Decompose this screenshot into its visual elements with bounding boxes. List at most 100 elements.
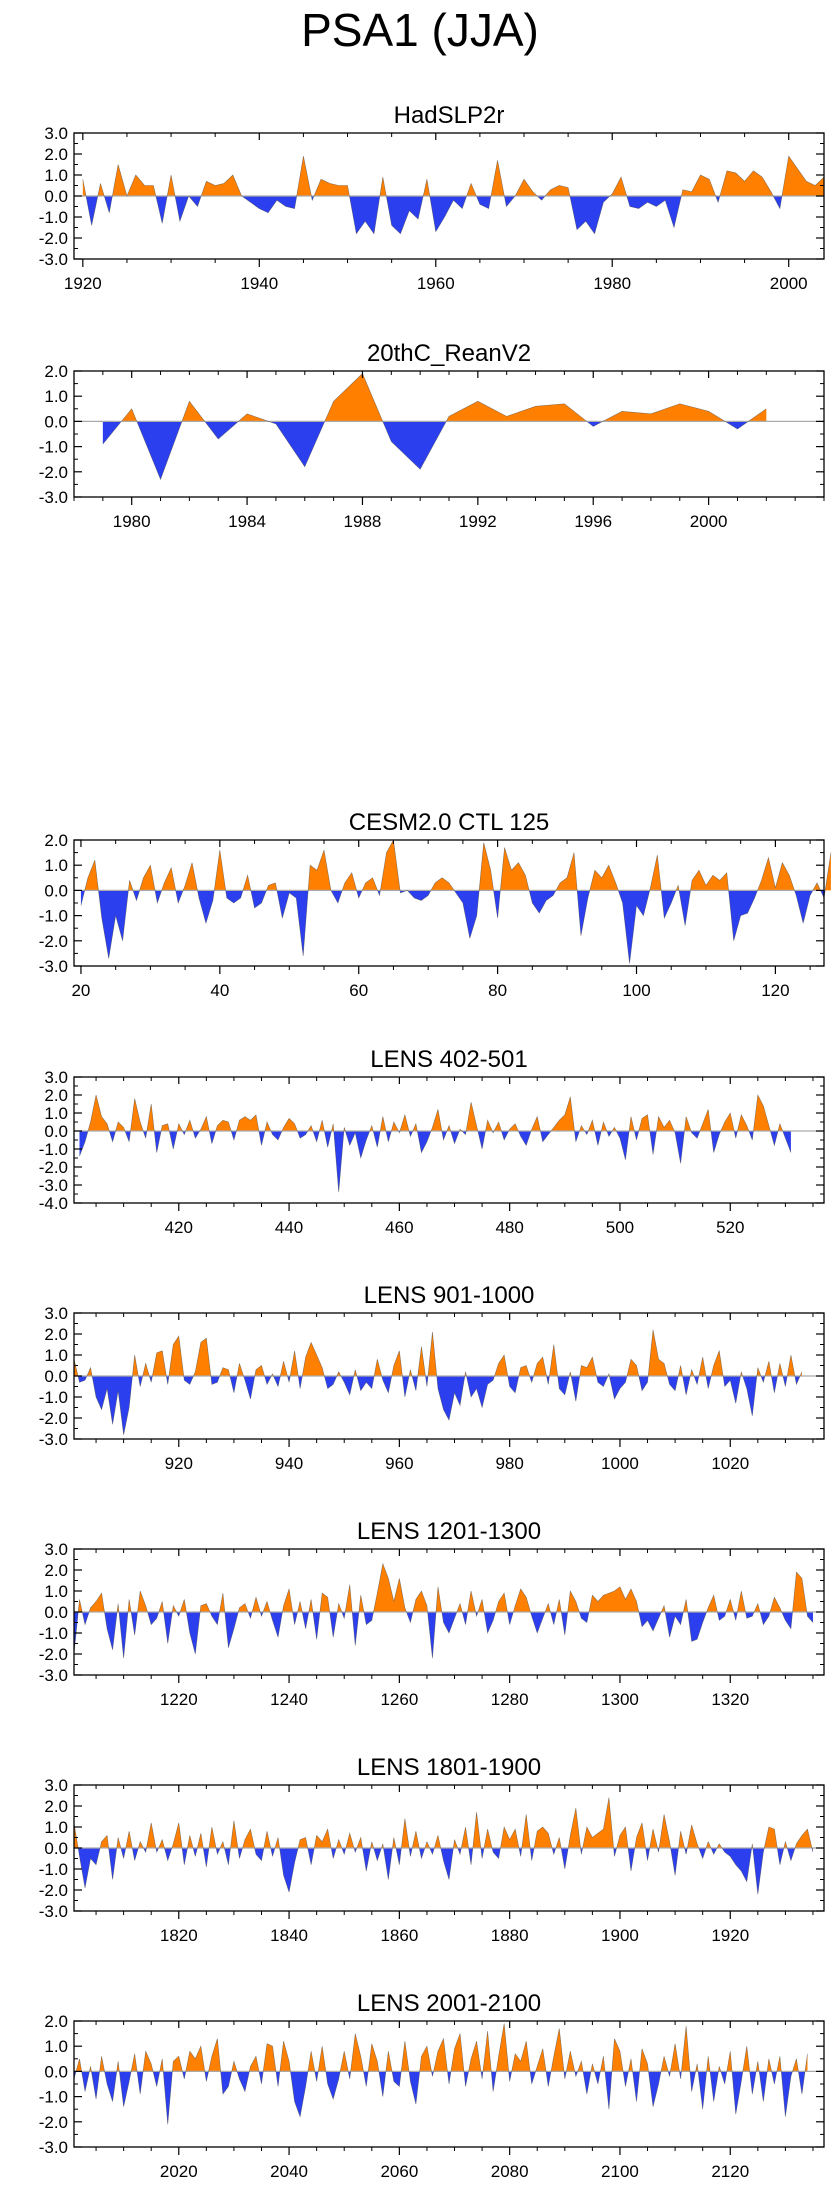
- positive-area: [659, 1814, 671, 1848]
- y-tick-label: -2.0: [39, 932, 68, 951]
- negative-area: [137, 2071, 144, 2095]
- y-tick-label: 2.0: [44, 831, 68, 850]
- x-tick-label: 80: [488, 981, 507, 1000]
- x-tick-label: 500: [606, 1218, 634, 1237]
- panel-8: LENS 2001-2100 2.0 1.0 0.0 -1.0 -2.0 -3.0 2020 2…: [39, 1990, 825, 2181]
- negative-area: [667, 1376, 679, 1391]
- negative-area: [752, 1848, 765, 1895]
- positive-area: [757, 857, 795, 891]
- positive-area: [146, 1822, 156, 1848]
- negative-area: [409, 2071, 420, 2105]
- y-tick-label: 0.0: [44, 187, 68, 206]
- negative-area: [78, 1848, 101, 1888]
- positive-area: [214, 850, 226, 891]
- positive-area: [379, 177, 387, 196]
- series-line: [102, 373, 767, 481]
- positive-area: [307, 2051, 315, 2072]
- x-tick-label: 1880: [491, 1926, 529, 1945]
- positive-area: [706, 1595, 718, 1612]
- negative-area: [546, 2071, 552, 2087]
- positive-area: [208, 1827, 217, 1848]
- positive-area: [698, 1357, 706, 1376]
- negative-area: [794, 890, 813, 924]
- negative-area: [407, 890, 431, 901]
- panel-title: LENS 2001-2100: [357, 1990, 541, 2017]
- negative-area: [182, 1848, 188, 1865]
- negative-area: [417, 1131, 432, 1153]
- negative-area: [771, 1376, 778, 1393]
- panel-4: LENS 402-501 3.02.01.00.0-1.0-2.0-3.0-4.0…: [39, 1046, 825, 1237]
- x-tick-label: 1900: [601, 1926, 639, 1945]
- negative-area: [324, 1376, 337, 1389]
- negative-area: [204, 421, 239, 440]
- negative-area: [728, 890, 758, 941]
- x-tick-label: 40: [210, 981, 229, 1000]
- positive-area: [409, 1369, 413, 1376]
- positive-area: [137, 1591, 148, 1612]
- y-tick-label: -3.0: [39, 2138, 68, 2157]
- negative-area: [447, 2071, 451, 2084]
- y-tick-label: 0.0: [44, 412, 68, 431]
- x-tick-label: 1980: [593, 274, 631, 293]
- positive-area: [282, 1588, 293, 1612]
- positive-area: [263, 2043, 276, 2072]
- negative-area: [429, 1848, 435, 1855]
- negative-area: [345, 1131, 370, 1158]
- negative-area: [679, 890, 691, 926]
- negative-area: [273, 1376, 281, 1387]
- y-tick-label: -3.0: [39, 957, 68, 976]
- negative-area: [373, 1131, 381, 1148]
- positive-area: [208, 2038, 221, 2072]
- positive-area: [706, 2056, 711, 2072]
- y-tick-label: 1.0: [44, 2037, 68, 2056]
- positive-area: [100, 1835, 109, 1848]
- negative-area: [760, 1376, 765, 1383]
- y-tick-label: -2.0: [39, 1409, 68, 1428]
- y-tick-label: -3.0: [39, 250, 68, 269]
- negative-area: [604, 2071, 612, 2110]
- positive-area: [726, 1599, 734, 1612]
- positive-area: [681, 2026, 690, 2072]
- negative-area: [362, 1848, 371, 1872]
- negative-area: [493, 890, 501, 919]
- positive-area: [638, 1114, 650, 1131]
- positive-area: [764, 1361, 772, 1376]
- negative-area: [462, 1612, 468, 1625]
- y-tick-label: -1.0: [39, 438, 68, 457]
- negative-area: [78, 1376, 87, 1383]
- negative-area: [324, 1131, 332, 1148]
- negative-area: [477, 1131, 486, 1149]
- negative-area: [82, 1612, 90, 1625]
- y-tick-label: 2.0: [44, 1086, 68, 1105]
- positive-area: [183, 862, 198, 891]
- positive-area: [242, 1829, 255, 1848]
- positive-area: [549, 1344, 558, 1376]
- negative-area: [264, 1376, 272, 1385]
- y-tick-label: -1.0: [39, 2088, 68, 2107]
- positive-area: [533, 1357, 547, 1376]
- y-tick-label: 1.0: [44, 387, 68, 406]
- negative-area: [419, 1848, 425, 1859]
- positive-area: [567, 1591, 580, 1612]
- negative-area: [108, 1848, 117, 1880]
- x-tick-label: 1920: [711, 1926, 749, 1945]
- positive-area: [369, 1125, 374, 1131]
- x-tick-label: 1988: [344, 512, 382, 531]
- negative-area: [745, 1612, 755, 1619]
- positive-area: [131, 2053, 138, 2072]
- positive-area: [373, 1563, 407, 1612]
- negative-area: [530, 1612, 546, 1633]
- negative-area: [806, 1612, 813, 1623]
- x-tick-label: 1020: [711, 1454, 749, 1473]
- negative-area: [665, 1612, 684, 1638]
- negative-area: [682, 1376, 691, 1395]
- positive-area: [482, 2031, 492, 2072]
- positive-area: [236, 1114, 259, 1131]
- positive-area: [172, 2056, 183, 2072]
- panel-title: CESM2.0 CTL 125: [349, 809, 550, 836]
- x-tick-label: 920: [165, 1454, 193, 1473]
- positive-area: [649, 855, 662, 891]
- negative-area: [720, 2071, 727, 2084]
- negative-area: [427, 1612, 437, 1659]
- negative-area: [109, 1131, 116, 1142]
